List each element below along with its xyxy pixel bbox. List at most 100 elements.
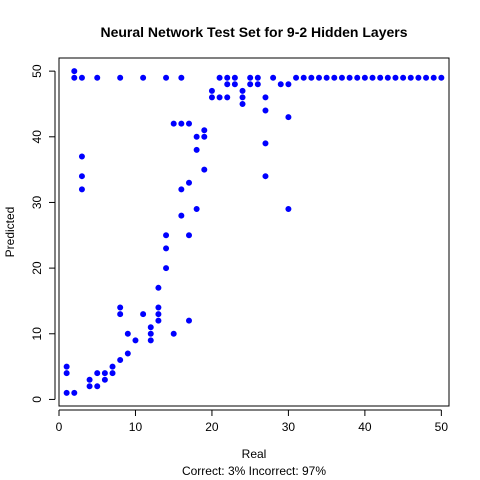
x-tick-label: 10 [129, 420, 143, 434]
data-point [278, 82, 283, 87]
data-point [141, 75, 146, 80]
data-point [202, 167, 207, 172]
x-axis-label: Real [242, 447, 267, 461]
data-point [64, 371, 69, 376]
data-point [102, 371, 107, 376]
plot-frame [59, 58, 449, 406]
data-point [110, 371, 115, 376]
x-tick-label: 30 [282, 420, 296, 434]
y-axis-label: Predicted [3, 207, 17, 258]
data-point [186, 180, 191, 185]
data-point [355, 75, 360, 80]
y-tick-label: 0 [30, 396, 44, 403]
data-point [156, 285, 161, 290]
data-point [148, 325, 153, 330]
data-point [423, 75, 428, 80]
data-point [148, 338, 153, 343]
data-point [225, 82, 230, 87]
data-point [248, 75, 253, 80]
data-point [255, 75, 260, 80]
data-point [332, 75, 337, 80]
x-axis: 0 10 20 30 40 50 [56, 410, 449, 434]
data-point [439, 75, 444, 80]
y-tick-label: 30 [30, 195, 44, 209]
data-point [163, 75, 168, 80]
data-point [271, 75, 276, 80]
data-point [133, 338, 138, 343]
data-point [163, 233, 168, 238]
x-tick-label: 20 [205, 420, 219, 434]
data-point [293, 75, 298, 80]
data-point [118, 357, 123, 362]
x-tick-label: 40 [358, 420, 372, 434]
data-point [324, 75, 329, 80]
data-point [87, 377, 92, 382]
data-point [393, 75, 398, 80]
x-tick-label: 0 [56, 420, 63, 434]
data-point [163, 246, 168, 251]
data-point [431, 75, 436, 80]
data-point [286, 206, 291, 211]
data-point [79, 174, 84, 179]
data-point [64, 390, 69, 395]
data-point [156, 305, 161, 310]
data-point [217, 75, 222, 80]
data-point [118, 305, 123, 310]
data-point [248, 82, 253, 87]
chart-subtitle: Correct: 3% Incorrect: 97% [182, 464, 326, 478]
data-point [232, 75, 237, 80]
data-point [72, 69, 77, 74]
data-point [194, 206, 199, 211]
data-point [179, 213, 184, 218]
data-point [95, 75, 100, 80]
data-point [79, 154, 84, 159]
data-point [225, 75, 230, 80]
data-point [217, 95, 222, 100]
data-point [202, 134, 207, 139]
data-point [370, 75, 375, 80]
data-point [186, 121, 191, 126]
data-point [156, 318, 161, 323]
y-tick-label: 50 [30, 64, 44, 78]
data-point [95, 371, 100, 376]
data-point [186, 233, 191, 238]
data-point [286, 114, 291, 119]
data-point [385, 75, 390, 80]
data-point [240, 101, 245, 106]
data-point [263, 108, 268, 113]
data-point [263, 141, 268, 146]
y-tick-label: 20 [30, 261, 44, 275]
data-point [110, 364, 115, 369]
data-point [171, 121, 176, 126]
data-point [72, 75, 77, 80]
data-point [194, 147, 199, 152]
data-point [408, 75, 413, 80]
data-point [362, 75, 367, 80]
data-point [309, 75, 314, 80]
data-point [64, 364, 69, 369]
data-point [156, 311, 161, 316]
data-point [232, 82, 237, 87]
data-point [171, 331, 176, 336]
data-point [87, 384, 92, 389]
data-point [118, 75, 123, 80]
data-point [125, 331, 130, 336]
data-point [263, 174, 268, 179]
data-point [263, 95, 268, 100]
y-tick-label: 40 [30, 130, 44, 144]
data-point [316, 75, 321, 80]
data-point [416, 75, 421, 80]
data-points [64, 69, 444, 396]
data-point [148, 331, 153, 336]
data-point [240, 95, 245, 100]
data-point [72, 390, 77, 395]
data-point [347, 75, 352, 80]
data-point [179, 75, 184, 80]
data-point [141, 311, 146, 316]
data-point [118, 311, 123, 316]
y-axis: 0 10 20 30 40 50 [30, 64, 55, 403]
data-point [194, 134, 199, 139]
data-point [79, 187, 84, 192]
data-point [95, 384, 100, 389]
